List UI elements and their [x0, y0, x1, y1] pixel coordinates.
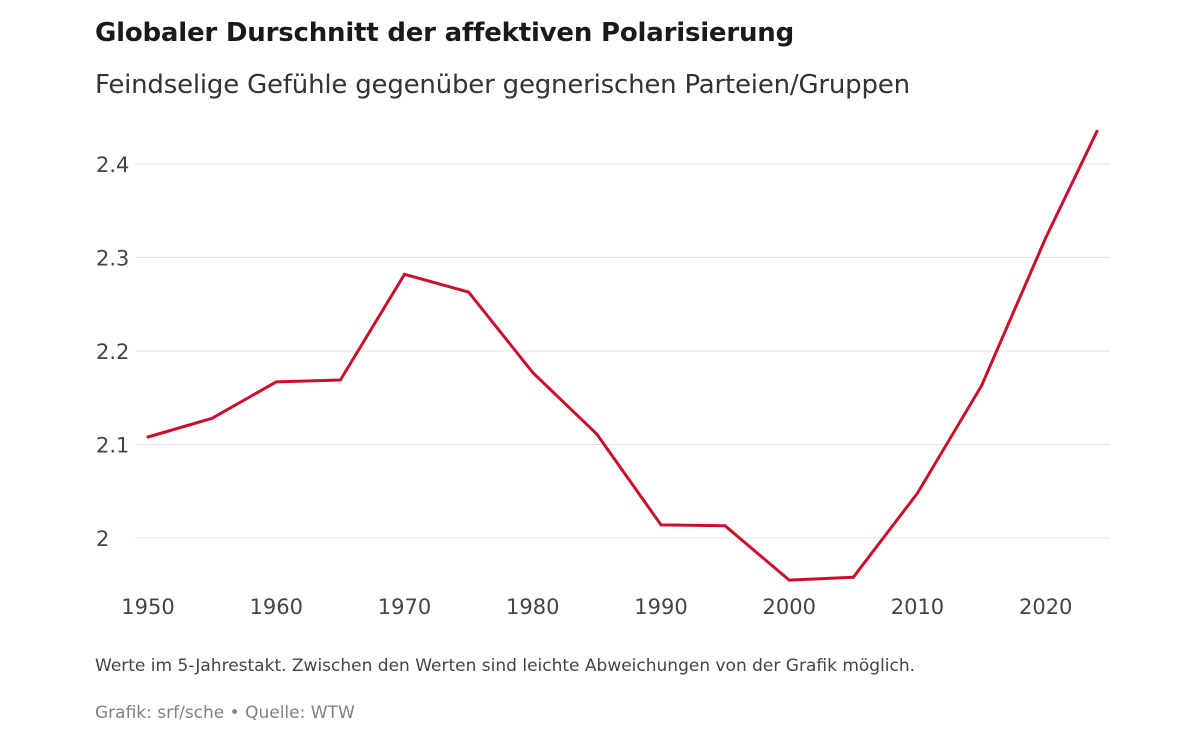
x-tick-label: 1970: [378, 595, 431, 619]
data-point: [1044, 236, 1048, 240]
data-point: [915, 491, 919, 495]
x-tick-label: 1990: [634, 595, 687, 619]
data-point: [338, 378, 342, 382]
data-point: [659, 523, 663, 527]
y-tick-label: 2.3: [96, 247, 129, 271]
y-axis-tick-labels: 2 2.1 2.2 2.3 2.4: [96, 153, 129, 551]
series-line: [146, 129, 1099, 582]
x-tick-label: 1960: [250, 595, 303, 619]
chart-note: Werte im 5-Jahrestakt. Zwischen den Wert…: [95, 656, 916, 676]
y-tick-label: 2: [96, 527, 109, 551]
data-point: [1095, 129, 1099, 133]
y-tick-label: 2.4: [96, 153, 129, 177]
data-point: [402, 272, 406, 276]
data-point: [723, 524, 727, 528]
data-point: [595, 432, 599, 436]
x-tick-label: 1980: [506, 595, 559, 619]
series-group: [146, 129, 1099, 582]
chart-source: Grafik: srf/sche • Quelle: WTW: [95, 703, 355, 723]
chart-subtitle: Feindselige Gefühle gegenüber gegnerisch…: [95, 70, 910, 100]
data-point: [274, 380, 278, 384]
data-point: [146, 435, 150, 439]
x-tick-label: 1950: [121, 595, 174, 619]
data-point: [210, 416, 214, 420]
gridlines: [135, 163, 1110, 539]
x-tick-label: 2010: [891, 595, 944, 619]
x-tick-label: 2000: [762, 595, 815, 619]
data-point: [531, 371, 535, 375]
chart-title: Globaler Durschnitt der affektiven Polar…: [95, 18, 795, 48]
y-tick-label: 2.1: [96, 434, 129, 458]
data-point: [787, 578, 791, 582]
data-point: [980, 384, 984, 388]
y-tick-label: 2.2: [96, 340, 129, 364]
x-axis-tick-labels: 1950 1960 1970 1980 1990 2000 2010 2020: [121, 595, 1072, 619]
data-point: [851, 575, 855, 579]
x-tick-label: 2020: [1019, 595, 1072, 619]
data-point: [467, 290, 471, 294]
